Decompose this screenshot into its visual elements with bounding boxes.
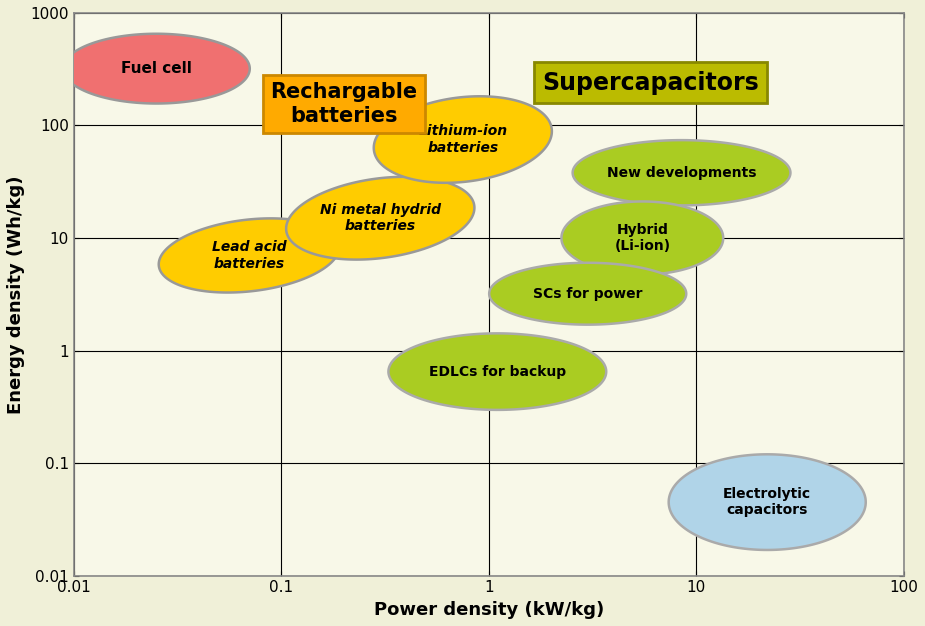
Text: Electrolytic
capacitors: Electrolytic capacitors — [723, 487, 811, 517]
X-axis label: Power density (kW/kg): Power density (kW/kg) — [374, 601, 604, 619]
Polygon shape — [573, 140, 791, 205]
Polygon shape — [63, 34, 250, 103]
Text: Lithium-ion
batteries: Lithium-ion batteries — [418, 125, 508, 155]
Text: New developments: New developments — [607, 166, 757, 180]
Text: EDLCs for backup: EDLCs for backup — [429, 364, 566, 379]
Polygon shape — [159, 218, 339, 292]
Text: SCs for power: SCs for power — [533, 287, 643, 300]
Text: Supercapacitors: Supercapacitors — [542, 71, 758, 95]
Polygon shape — [374, 96, 552, 183]
Text: Ni metal hydrid
batteries: Ni metal hydrid batteries — [320, 203, 441, 233]
Text: Rechargable
batteries: Rechargable batteries — [270, 83, 417, 126]
Polygon shape — [489, 263, 686, 325]
Polygon shape — [561, 202, 723, 275]
Polygon shape — [669, 454, 866, 550]
Y-axis label: Energy density (Wh/kg): Energy density (Wh/kg) — [7, 175, 25, 414]
Polygon shape — [286, 177, 475, 260]
Text: Fuel cell: Fuel cell — [121, 61, 191, 76]
Text: Lead acid
batteries: Lead acid batteries — [212, 240, 287, 270]
Polygon shape — [388, 334, 606, 410]
Text: Hybrid
(Li-ion): Hybrid (Li-ion) — [614, 223, 671, 253]
